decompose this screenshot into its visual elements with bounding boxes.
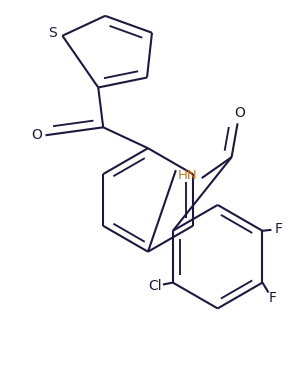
Text: HN: HN xyxy=(178,169,198,182)
Text: Cl: Cl xyxy=(148,279,162,293)
Text: S: S xyxy=(48,26,57,40)
Text: O: O xyxy=(234,106,245,121)
Text: F: F xyxy=(268,291,276,306)
Text: F: F xyxy=(274,222,282,236)
Text: O: O xyxy=(31,128,42,142)
